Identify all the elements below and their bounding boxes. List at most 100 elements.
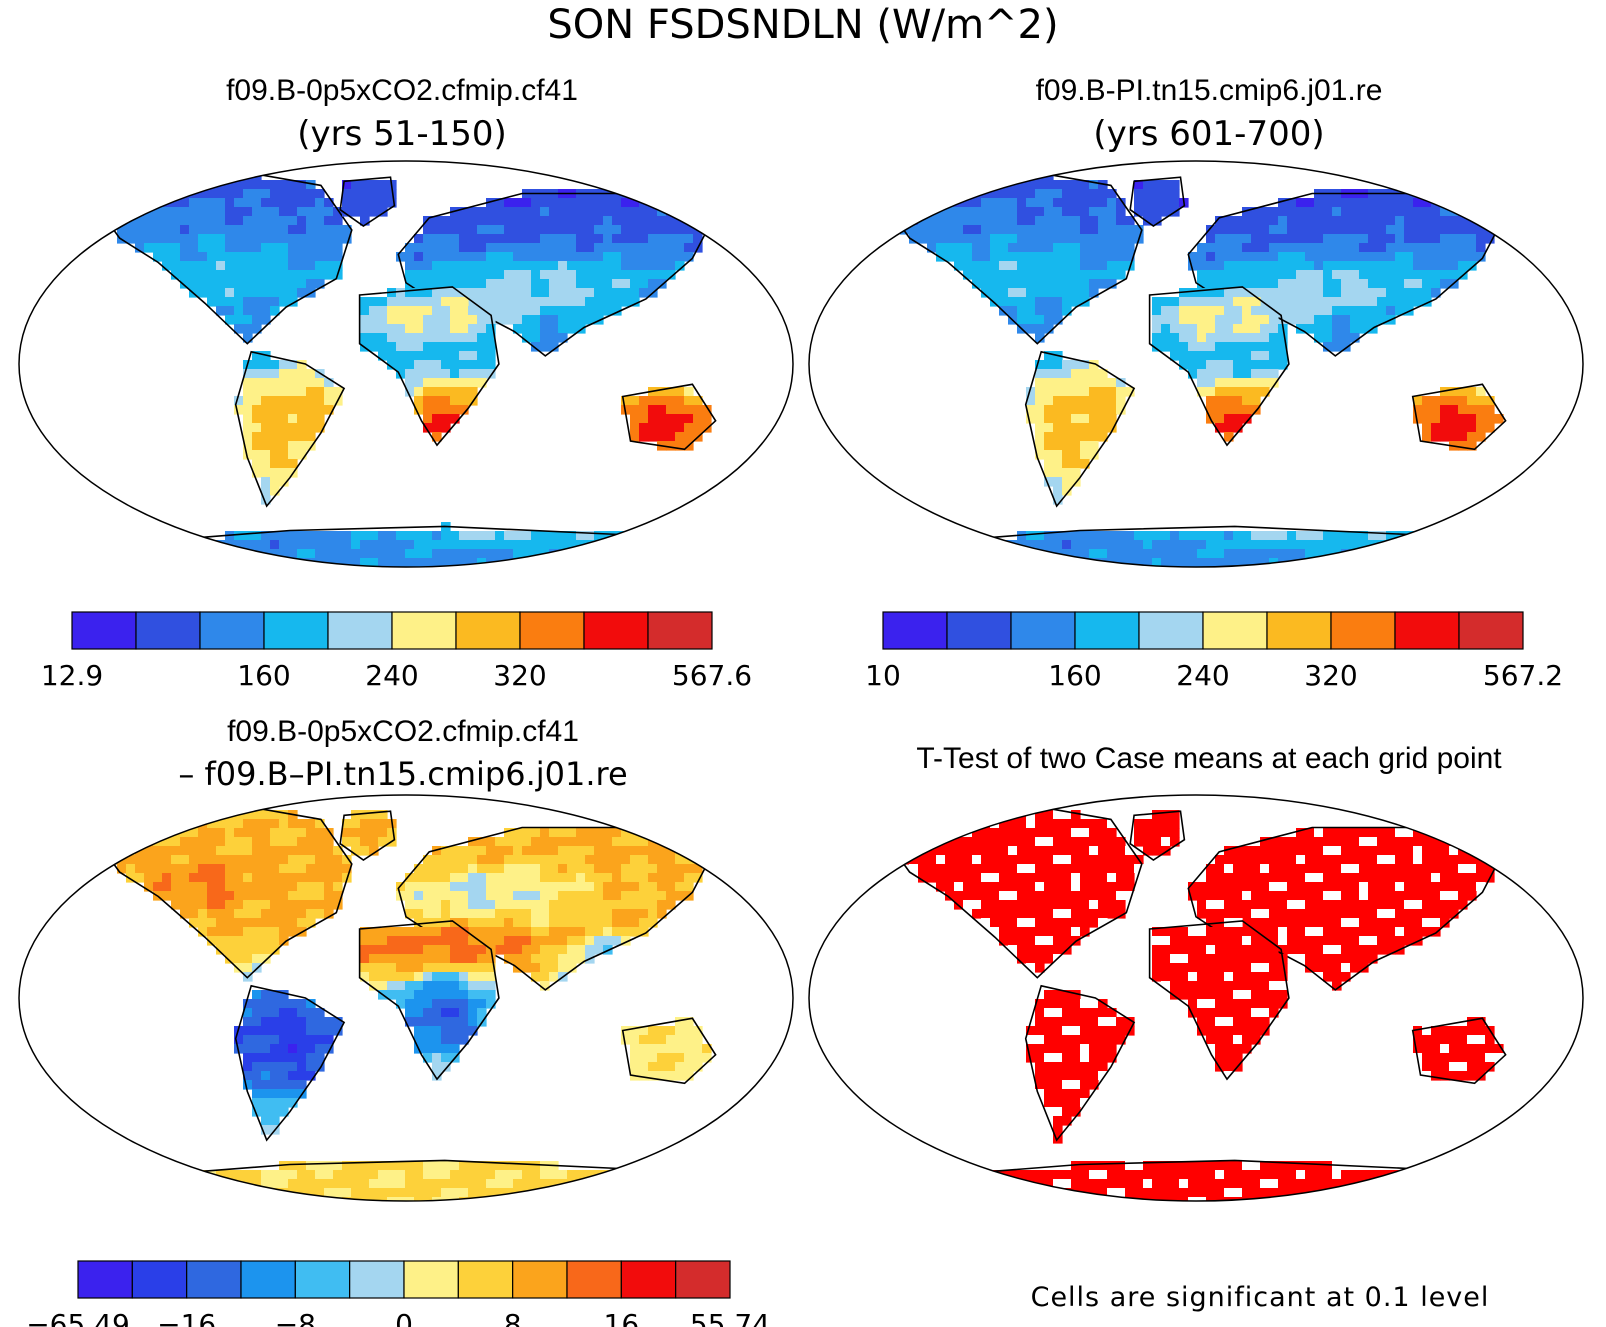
land-australia: [1413, 387, 1504, 451]
colorbar-panel-1: 12.9 160 240 320 567.6: [41, 611, 752, 692]
land-greenland: [342, 810, 397, 856]
panel-2-title: f09.B-PI.tn15.cmip6.j01.re: [1036, 74, 1383, 107]
land-north-america: [99, 171, 352, 343]
land-greenland: [1134, 810, 1180, 856]
coastline-australia: [1411, 383, 1507, 451]
coastline-australia: [621, 383, 717, 451]
map-fill: [885, 806, 1528, 1201]
land-south-america: [234, 351, 343, 505]
land-north-america: [891, 171, 1144, 343]
map-fill: [885, 171, 1528, 567]
land-africa: [1152, 288, 1288, 442]
land-australia: [1413, 1017, 1504, 1081]
land-africa: [1152, 918, 1288, 1081]
land-greenland: [1134, 180, 1189, 226]
colorbar-box: [71, 611, 137, 650]
coastline-south-america: [234, 984, 346, 1142]
colorbar-tick-label: 16: [604, 1308, 640, 1327]
colorbar-box: [349, 1260, 405, 1299]
colorbar-tick-label: 55.74: [690, 1308, 770, 1327]
map-border: [808, 794, 1584, 1202]
map-panel-2: [808, 160, 1584, 568]
colorbar-box: [403, 1260, 459, 1299]
colorbar-box: [457, 1260, 514, 1299]
colorbar-box: [566, 1260, 622, 1299]
colorbar-box: [1138, 611, 1204, 650]
colorbar-tick-label: −16: [157, 1308, 216, 1327]
colorbar-panel-2: 10 160 240 320 567.2: [865, 611, 1563, 692]
colorbar-tick-label: 10: [865, 659, 901, 692]
colorbar-tick-label: 320: [493, 659, 546, 692]
colorbar-box: [1394, 611, 1460, 650]
colorbar-tick-label: 567.2: [1483, 659, 1563, 692]
colorbar-tick-label: −8: [275, 1308, 316, 1327]
significance-footnote: Cells are significant at 0.1 level: [1031, 1282, 1490, 1313]
colorbar-box: [1330, 611, 1396, 650]
land-antarctica: [927, 1161, 1522, 1201]
coastline-australia: [621, 1017, 717, 1085]
map-panel-1: [18, 160, 794, 568]
map-border: [18, 160, 794, 568]
colorbar-box: [675, 1260, 731, 1299]
map-border: [808, 160, 1584, 568]
colorbar-box: [186, 1260, 242, 1299]
map-fill: [95, 171, 738, 567]
coastline-africa: [1148, 286, 1290, 447]
colorbar-tick-label: 240: [1176, 659, 1229, 692]
panel-4-title: T-Test of two Case means at each grid po…: [916, 742, 1502, 775]
panel-2-subtitle: (yrs 601-700): [1093, 114, 1324, 154]
colorbar-box: [1266, 611, 1332, 650]
colorbar-tick-label: 160: [237, 659, 290, 692]
land-antarctica: [927, 531, 1513, 567]
coastline-greenland: [1129, 810, 1186, 861]
colorbar-box: [647, 611, 713, 650]
colorbar-tick-label: 320: [1304, 659, 1357, 692]
colorbar-box: [1074, 611, 1140, 650]
coastline-australia: [1411, 1017, 1507, 1085]
colorbar-box: [131, 1260, 188, 1299]
land-south-america: [234, 990, 343, 1135]
colorbar-box: [240, 1260, 296, 1299]
colorbar-box: [1010, 611, 1076, 650]
colorbar-box: [519, 611, 585, 650]
coastline-south-america: [234, 350, 346, 508]
colorbar-tick-label: 567.6: [672, 659, 752, 692]
land-africa: [360, 288, 496, 442]
coastline-greenland: [339, 176, 396, 227]
map-fill: [95, 806, 738, 1201]
land-antarctica: [144, 1161, 730, 1201]
colorbar-box: [135, 611, 201, 650]
colorbar-box: [620, 1260, 677, 1299]
land-antarctica: [135, 522, 730, 567]
colorbar-tick-label: 160: [1048, 659, 1101, 692]
panel-1-subtitle: (yrs 51-150): [297, 114, 507, 154]
land-eurasia: [1188, 828, 1504, 991]
map-panel-3: [18, 794, 794, 1202]
colorbar-box: [294, 1260, 351, 1299]
colorbar-box: [391, 611, 457, 650]
land-australia: [621, 387, 712, 451]
land-australia: [621, 1017, 712, 1081]
colorbar-box: [327, 611, 393, 650]
colorbar-box: [583, 611, 649, 650]
coastline-south-america: [1024, 984, 1136, 1142]
colorbar-box: [1202, 611, 1268, 650]
land-south-america: [1026, 351, 1135, 505]
colorbar-box: [263, 611, 329, 650]
coastline-greenland: [1129, 176, 1186, 227]
panel-3-title: f09.B-0p5xCO2.cfmip.cf41: [227, 715, 579, 748]
land-north-america: [891, 810, 1144, 973]
colorbar-tick-label: 12.9: [41, 659, 103, 692]
panel-3-subtitle: – f09.B–PI.tn15.cmip6.j01.re: [178, 755, 627, 793]
colorbar-panel-3: −65.49 −16 −8 0 8 16 55.74: [26, 1260, 770, 1327]
colorbar-box: [199, 611, 265, 650]
coastline-greenland: [339, 810, 396, 861]
panel-1-title: f09.B-0p5xCO2.cfmip.cf41: [226, 74, 578, 107]
colorbar-tick-label: 240: [365, 659, 418, 692]
colorbar-tick-label: −65.49: [26, 1308, 130, 1327]
coastline-africa: [358, 286, 500, 447]
colorbar-box: [946, 611, 1012, 650]
main-title: SON FSDSNDLN (W/m^2): [547, 2, 1058, 48]
land-south-america: [1026, 990, 1135, 1144]
